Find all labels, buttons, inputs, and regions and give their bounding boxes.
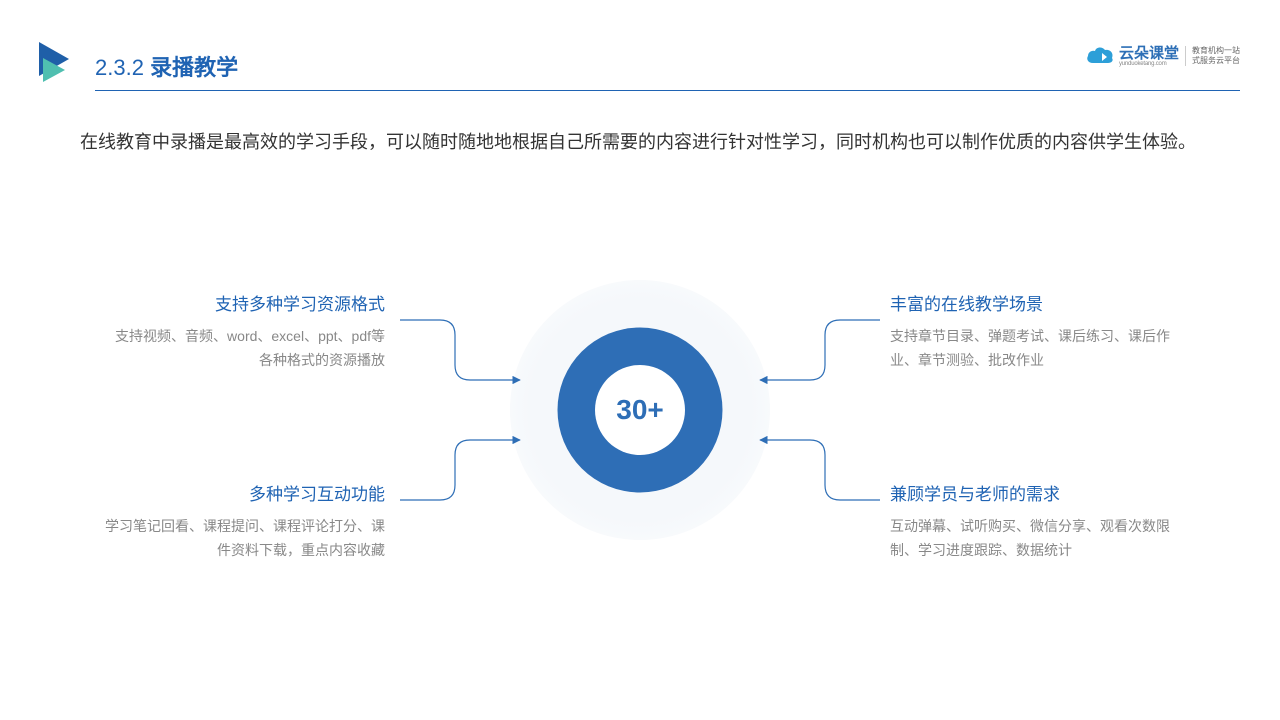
feature-top-right: 丰富的在线教学场景 支持章节目录、弹题考试、课后练习、课后作业、章节测验、批改作… xyxy=(890,290,1170,373)
feature-bottom-right: 兼顾学员与老师的需求 互动弹幕、试听购买、微信分享、观看次数限制、学习进度跟踪、… xyxy=(890,480,1170,563)
section-title: 2.3.2 录播教学 xyxy=(95,50,238,82)
feature-title: 兼顾学员与老师的需求 xyxy=(890,480,1170,505)
feature-top-left: 支持多种学习资源格式 支持视频、音频、word、excel、ppt、pdf等各种… xyxy=(105,290,385,373)
ring-value: 30+ xyxy=(595,365,685,455)
intro-paragraph: 在线教育中录播是最高效的学习手段，可以随时随地地根据自己所需要的内容进行针对性学… xyxy=(80,125,1220,159)
header: 2.3.2 录播教学 云朵课堂 yunduoketang.com 教育机构一站 … xyxy=(0,35,1280,95)
center-circle: 30+ xyxy=(510,280,770,540)
feature-desc: 互动弹幕、试听购买、微信分享、观看次数限制、学习进度跟踪、数据统计 xyxy=(890,515,1170,563)
feature-title: 支持多种学习资源格式 xyxy=(105,290,385,315)
feature-desc: 支持章节目录、弹题考试、课后练习、课后作业、章节测验、批改作业 xyxy=(890,325,1170,373)
brand-name: 云朵课堂 xyxy=(1119,46,1179,61)
feature-desc: 学习笔记回看、课程提问、课程评论打分、课件资料下载，重点内容收藏 xyxy=(105,515,385,563)
feature-title: 丰富的在线教学场景 xyxy=(890,290,1170,315)
section-number: 2.3.2 xyxy=(95,55,144,80)
feature-desc: 支持视频、音频、word、excel、ppt、pdf等各种格式的资源播放 xyxy=(105,325,385,373)
feature-title: 多种学习互动功能 xyxy=(105,480,385,505)
brand-tagline: 教育机构一站 式服务云平台 xyxy=(1185,46,1240,67)
section-name: 录播教学 xyxy=(150,55,238,80)
brand-logo: 云朵课堂 yunduoketang.com 教育机构一站 式服务云平台 xyxy=(1085,45,1240,67)
play-icon xyxy=(35,40,77,87)
feature-bottom-left: 多种学习互动功能 学习笔记回看、课程提问、课程评论打分、课件资料下载，重点内容收… xyxy=(105,480,385,563)
title-underline xyxy=(95,90,1240,91)
cloud-icon xyxy=(1085,45,1115,67)
